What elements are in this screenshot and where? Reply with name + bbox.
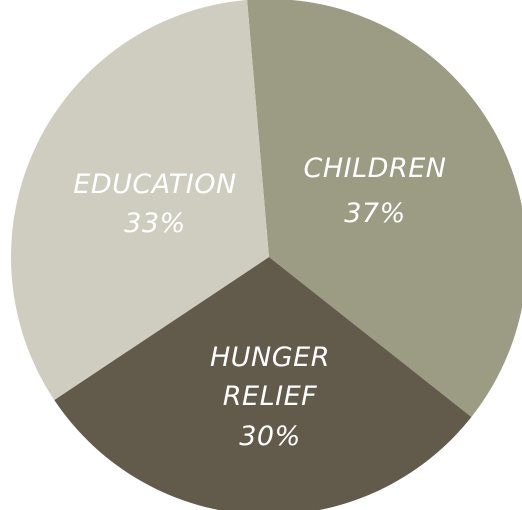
slice-label-children-name: CHILDREN: [304, 153, 447, 184]
pie-slice-children: [247, 0, 522, 418]
slice-label-hunger-relief-line2: RELIEF: [223, 381, 317, 412]
pie-slice-education: [11, 0, 269, 401]
slice-label-education-name: EDUCATION: [73, 169, 236, 200]
slice-label-hunger-relief-value: 30%: [239, 421, 301, 452]
slice-label-education: EDUCATION 33%: [73, 169, 236, 239]
pie-slice-hunger-relief: [54, 257, 472, 510]
slice-label-hunger-relief: HUNGER RELIEF 30%: [210, 342, 330, 452]
slice-label-hunger-relief-line1: HUNGER: [210, 342, 330, 373]
slice-label-children: CHILDREN 37%: [304, 153, 447, 229]
slice-label-education-value: 33%: [124, 208, 186, 239]
slice-label-children-value: 37%: [344, 198, 406, 229]
pie-slices: [11, 0, 522, 510]
